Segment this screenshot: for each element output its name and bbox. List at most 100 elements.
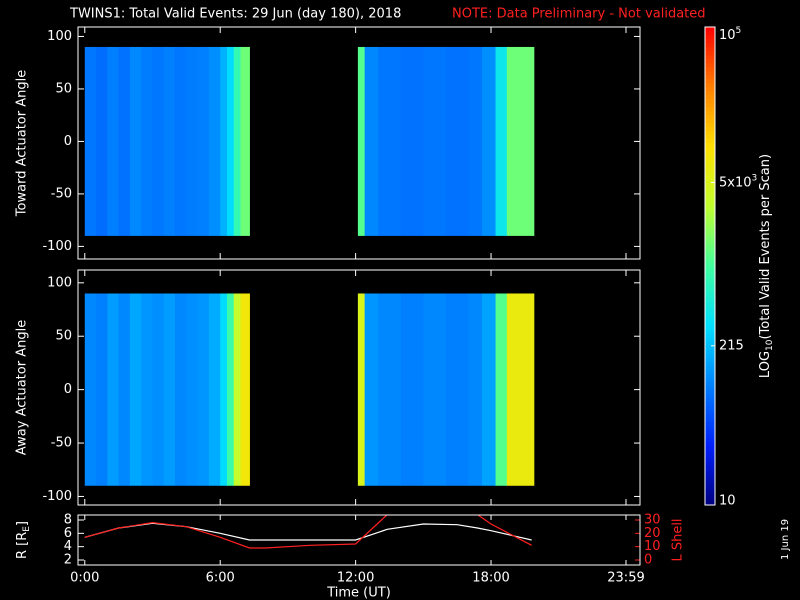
colorbar-cell: [705, 238, 715, 243]
colorbar-cell: [705, 493, 715, 498]
colorbar-cell: [705, 441, 715, 446]
colorbar-cell: [705, 174, 715, 179]
heat-cell: [197, 46, 210, 236]
colorbar-cell: [705, 341, 715, 347]
colorbar-cell: [705, 389, 715, 394]
heat-cell: [506, 293, 535, 486]
x-tick-label: 0:00: [70, 571, 99, 586]
colorbar-cell: [705, 485, 715, 490]
colorbar-cell: [705, 429, 715, 434]
title: TWINS1: Total Valid Events: 29 Jun (day …: [69, 7, 401, 22]
heat-cell: [175, 46, 187, 236]
panel-frame: [77, 26, 641, 260]
colorbar-cell: [705, 222, 715, 227]
colorbar-cell: [705, 501, 715, 506]
colorbar-cell: [705, 250, 715, 255]
colorbar-cell: [705, 353, 715, 359]
heat-cell: [208, 46, 221, 236]
y-tick-label: -50: [51, 186, 72, 201]
heat-cell: [118, 46, 131, 236]
colorbar-cell: [705, 182, 715, 187]
colorbar-cell: [705, 321, 715, 327]
heat-cell: [226, 293, 235, 486]
colorbar-cell: [705, 114, 715, 120]
colorbar-cell: [705, 246, 715, 251]
heat-cell: [495, 46, 508, 236]
colorbar-cell: [705, 381, 715, 386]
colorbar-cell: [705, 126, 715, 132]
colorbar-cell: [705, 393, 715, 398]
y-axis-label: Away Actuator Angle: [15, 320, 30, 455]
y2-tick-label: 30: [644, 513, 661, 528]
heat-cell: [240, 46, 250, 236]
colorbar-cell: [705, 297, 715, 303]
colorbar-cell: [705, 50, 715, 56]
y-axis-label: Toward Actuator Angle: [15, 70, 30, 217]
y-tick-label: 4: [64, 539, 72, 554]
colorbar-cell: [705, 158, 715, 163]
colorbar-cell: [705, 377, 715, 383]
colorbar-cell: [705, 417, 715, 422]
heat-cell: [152, 293, 165, 486]
heat-cell: [96, 293, 108, 486]
colorbar-cell: [705, 305, 715, 311]
colorbar-cell: [705, 70, 715, 76]
colorbar-cell: [705, 66, 715, 72]
y-tick-label: 6: [64, 526, 72, 541]
heat-cell: [468, 46, 483, 236]
colorbar-cell: [705, 489, 715, 494]
colorbar-cell: [705, 293, 715, 299]
colorbar-cell: [705, 82, 715, 88]
heat-cell: [423, 46, 447, 236]
colorbar-cell: [705, 385, 715, 390]
colorbar-tick-label: 5x103: [719, 173, 757, 190]
heat-cell: [233, 293, 241, 486]
colorbar-cell: [705, 74, 715, 80]
colorbar-cell: [705, 461, 715, 466]
colorbar-cell: [705, 186, 715, 191]
note: NOTE: Data Preliminary - Not validated: [452, 7, 706, 22]
heat-cell: [423, 293, 447, 486]
colorbar-cell: [705, 349, 715, 355]
heat-cell: [141, 46, 153, 236]
y-tick-label: 100: [47, 275, 72, 290]
panel-frame: [77, 514, 641, 566]
colorbar-cell: [705, 206, 715, 211]
colorbar-cell: [705, 401, 715, 406]
y2-tick-label: 0: [644, 553, 652, 568]
colorbar-cell: [705, 118, 715, 124]
colorbar-cell: [705, 469, 715, 474]
heat-cell: [378, 46, 402, 236]
heat-cell: [240, 293, 250, 486]
colorbar-cell: [705, 266, 715, 271]
y-axis-label-end: ]: [15, 521, 30, 526]
colorbar-cell: [705, 313, 715, 319]
colorbar-cell: [705, 166, 715, 171]
colorbar-tick-label: 105: [719, 26, 741, 43]
heat-cell: [400, 293, 424, 486]
colorbar-cell: [705, 301, 715, 307]
heat-cell: [84, 46, 97, 236]
colorbar-cell: [705, 365, 715, 371]
y-tick-label: 8: [64, 513, 72, 528]
heat-cell: [495, 293, 508, 486]
colorbar-cell: [705, 190, 715, 195]
colorbar-cell: [705, 170, 715, 175]
heat-cell: [129, 46, 142, 236]
colorbar-cell: [705, 150, 715, 155]
colorbar-cell: [705, 146, 715, 151]
colorbar-cell: [705, 46, 715, 52]
heat-cell: [84, 293, 97, 486]
colorbar-cell: [705, 309, 715, 315]
heat-cell: [445, 46, 469, 236]
heat-cell: [186, 46, 199, 236]
colorbar-cell: [705, 130, 715, 136]
colorbar-cell: [705, 58, 715, 64]
colorbar-cell: [705, 477, 715, 482]
colorbar-cell: [705, 345, 715, 351]
colorbar-cell: [705, 465, 715, 470]
heat-cell: [468, 293, 483, 486]
colorbar-cell: [705, 102, 715, 108]
colorbar-cell: [705, 254, 715, 259]
